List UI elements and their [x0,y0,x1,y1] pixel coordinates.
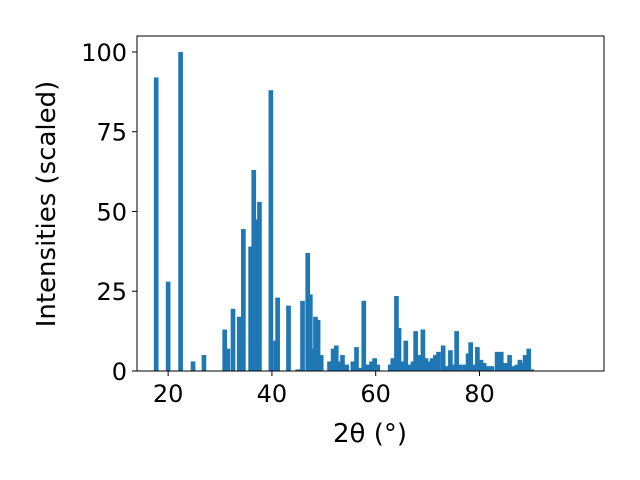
bar [399,361,404,371]
bar [268,90,274,371]
bar [485,366,491,371]
y-axis-label: Intensities (scaled) [32,81,62,328]
x-tick-label: 20 [153,380,184,408]
bar [526,348,532,371]
bar [465,353,471,371]
bar [529,369,535,371]
bar [165,281,171,371]
bar [357,367,363,371]
y-tick-label: 75 [96,119,127,147]
bar [251,170,257,371]
bar [503,363,508,371]
bar [522,355,528,371]
bar [457,364,463,371]
bar [507,355,512,371]
bar [248,246,253,371]
bar [520,363,525,371]
bar [416,355,422,371]
bar [190,361,196,371]
bar [327,361,332,371]
bar [318,355,324,371]
bar [394,296,399,371]
bar [387,364,393,371]
bar [462,364,468,371]
bar [295,369,301,371]
y-tick-label: 0 [112,358,127,386]
x-tick-label: 40 [257,380,288,408]
bar [454,331,459,371]
bar [403,340,409,371]
y-tick-label: 25 [96,278,127,306]
bar [225,348,231,371]
bar [514,364,520,371]
bar [451,364,457,371]
bar [423,358,429,371]
bar [436,351,441,371]
bar [440,345,446,371]
bar [305,252,311,371]
bar [333,345,339,371]
bar [420,329,426,371]
bar [429,358,435,371]
bar [510,366,516,371]
x-axis-ticks: 20 40 60 80 [153,371,495,408]
bar [369,361,374,371]
bar [498,351,504,371]
bar [201,355,207,371]
plot-frame [136,35,605,372]
bar [275,297,280,371]
y-tick-label: 50 [96,198,127,226]
bar [396,327,402,371]
bar [468,342,473,371]
x-tick-label: 60 [360,380,391,408]
bar [390,358,396,371]
bar [307,294,313,371]
bar [313,316,318,371]
bar [444,366,450,371]
x-tick-label: 80 [464,380,495,408]
bar [315,319,321,371]
bar [330,348,336,371]
bar [433,355,438,371]
bar [344,364,349,371]
bars-group [153,51,535,371]
bar [494,351,500,371]
bar [361,300,367,371]
bar [236,316,242,371]
x-axis-label: 2θ (°) [333,419,407,449]
bar [478,359,484,371]
bar [426,361,432,371]
bar [365,364,370,371]
bar [407,364,412,371]
bar [178,51,183,371]
bar [475,347,480,371]
bar [337,361,342,371]
bar [410,361,416,371]
bar [310,348,316,371]
y-axis-ticks: 0 25 50 75 100 [81,39,137,386]
y-tick-label: 100 [81,39,127,67]
bar [372,358,377,371]
bar [254,219,259,371]
bar [354,347,359,371]
bar [257,201,262,371]
bar [517,359,523,371]
bar [350,361,356,371]
bar [375,364,381,371]
bar [471,364,477,371]
bar [222,329,228,371]
bar [300,300,305,371]
bar [286,305,291,371]
bar [481,363,487,371]
bar [153,77,159,371]
bar [230,308,236,371]
bar [413,331,418,371]
bar [448,350,453,371]
bar [340,355,345,371]
bar [489,366,495,371]
bar [241,229,246,371]
